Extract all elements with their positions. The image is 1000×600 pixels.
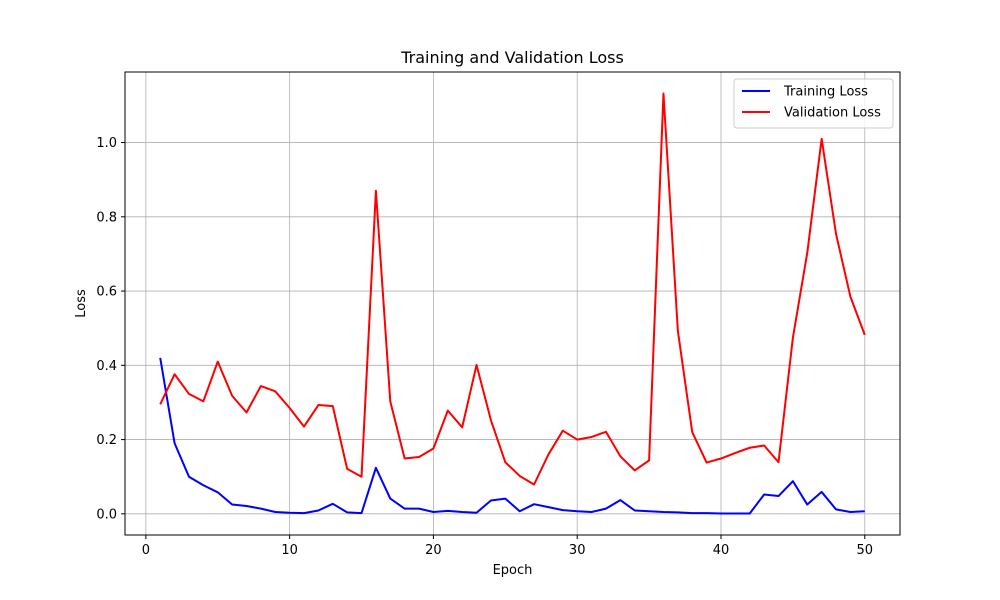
legend-label-training-loss: Training Loss: [783, 85, 868, 100]
y-tick-label: 1.0: [96, 136, 117, 151]
x-ticks: 0 10 20 30 40 50: [142, 535, 873, 558]
series-line-validation-loss: [159, 92, 866, 486]
y-tick-label: 0.6: [96, 285, 117, 300]
series-line-training-loss: [159, 357, 865, 515]
y-axis-label: Loss: [74, 289, 89, 318]
y-tick-label: 0.8: [96, 210, 117, 225]
x-tick-label: 20: [425, 543, 442, 558]
legend-box: [733, 78, 894, 129]
x-tick-label: 10: [281, 543, 298, 558]
chart-title: Training and Validation Loss: [400, 48, 624, 67]
legend-label-validation-loss: Validation Loss: [784, 106, 881, 121]
plot-frame: [124, 71, 901, 536]
x-tick-label: 50: [856, 543, 873, 558]
x-axis-label: Epoch: [493, 563, 533, 578]
x-tick-label: 40: [713, 543, 730, 558]
y-tick-label: 0.4: [96, 359, 117, 374]
y-tick-label: 0.2: [96, 433, 117, 448]
legend: Training Loss Validation Loss: [733, 78, 894, 129]
x-tick-label: 0: [142, 543, 150, 558]
grid: [125, 72, 900, 535]
y-ticks: 0.0 0.2 0.4 0.6 0.8 1.0: [96, 136, 125, 522]
series-layer: [159, 92, 866, 515]
x-tick-label: 30: [569, 543, 586, 558]
y-tick-label: 0.0: [96, 507, 117, 522]
